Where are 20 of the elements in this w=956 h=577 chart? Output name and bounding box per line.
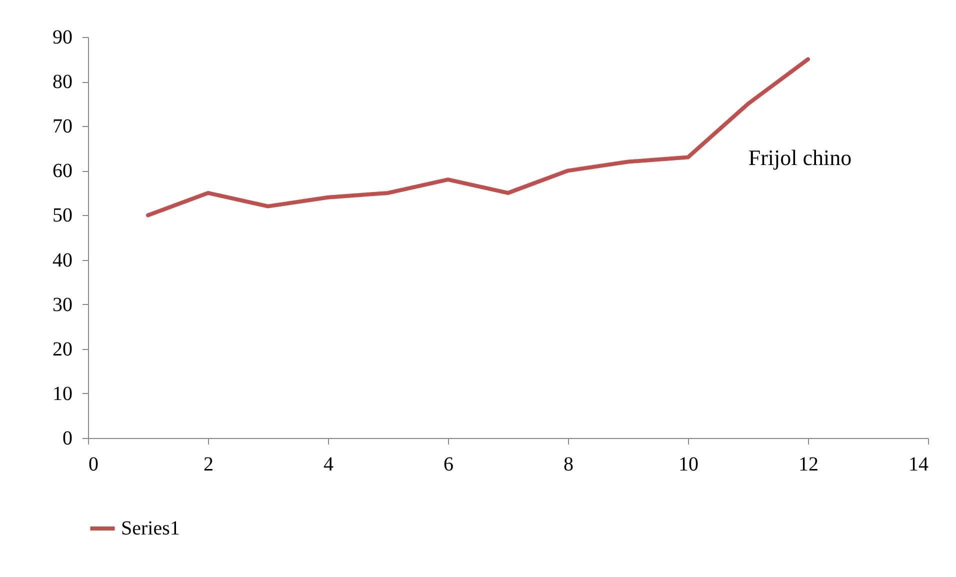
annotation: Frijol chino	[748, 145, 852, 170]
y-tick-label: 60	[52, 160, 72, 182]
y-tick-label: 80	[52, 71, 72, 94]
y-tick-label: 70	[52, 116, 72, 138]
y-tick-label: 50	[52, 204, 72, 227]
x-tick-label: 12	[798, 454, 818, 476]
x-tick-label: 8	[564, 454, 574, 476]
x-tick-label: 14	[908, 454, 928, 476]
x-tick-label: 0	[88, 454, 98, 476]
x-tick-label: 4	[324, 454, 334, 476]
x-tick-label: 6	[444, 454, 454, 476]
x-tick-label: 10	[678, 454, 698, 476]
legend-label: Series1	[121, 518, 180, 540]
x-tick-label: 2	[204, 454, 214, 476]
y-tick-label: 0	[62, 428, 72, 450]
y-tick-label: 40	[52, 249, 72, 272]
y-tick-label: 30	[52, 294, 72, 316]
y-tick-label: 90	[52, 26, 72, 48]
y-tick-label: 10	[52, 382, 72, 405]
y-tick-label: 20	[52, 338, 72, 360]
